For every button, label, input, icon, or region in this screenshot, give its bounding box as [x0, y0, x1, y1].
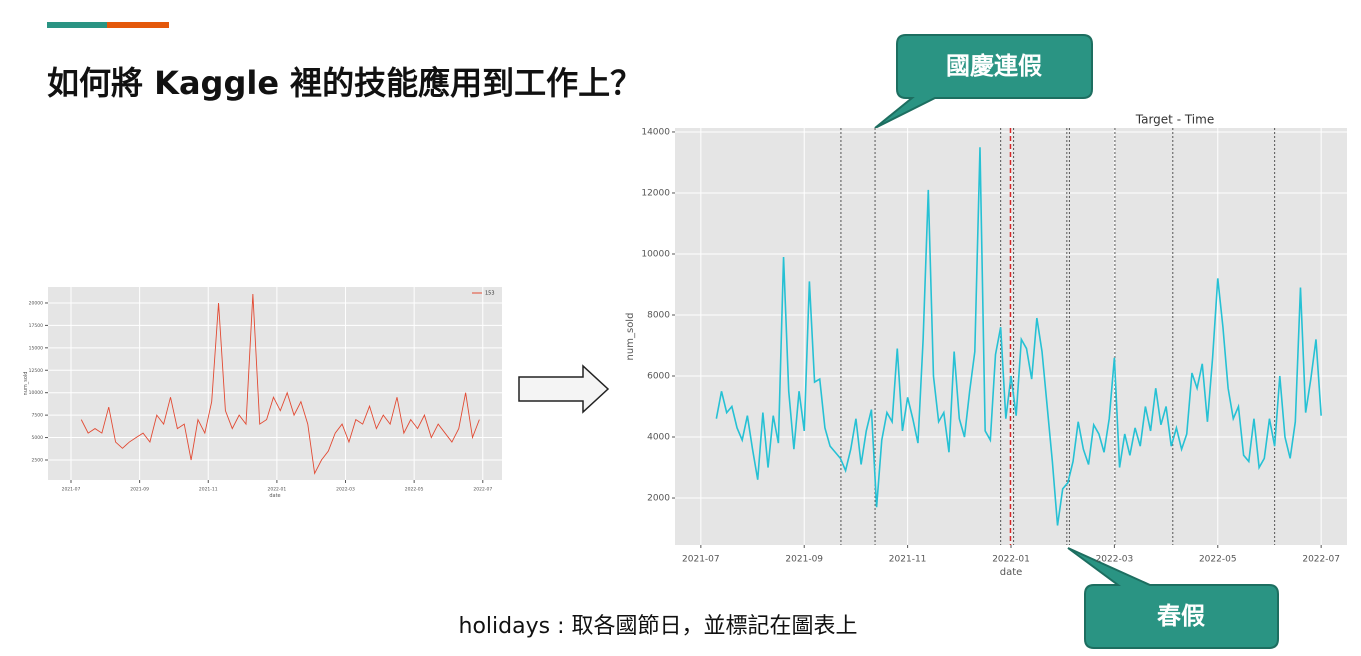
callout [1067, 547, 1279, 649]
y-tick-label: 12000 [641, 188, 670, 198]
callout [874, 34, 1093, 129]
y-tick-label: 8000 [647, 310, 670, 320]
y-tick-label: 15000 [29, 345, 43, 351]
caption: holidays : 取各國節日，並標記在圖表上 [459, 614, 858, 639]
slide-title: 如何將 Kaggle 裡的技能應用到工作上？ [47, 64, 642, 102]
data-line [715, 147, 1322, 526]
accent-bar [107, 22, 169, 28]
callout-label: 春假 [1157, 602, 1205, 630]
x-tick-label: 2021-11 [199, 487, 218, 493]
x-tick-label: 2021-09 [130, 487, 149, 493]
y-tick-label: 10000 [29, 390, 43, 396]
plot-area [48, 287, 502, 480]
x-tick-label: 2021-09 [785, 555, 823, 565]
y-axis-label: num_sold [625, 313, 636, 361]
chart-title: Target - Time [1135, 113, 1214, 127]
data-line [80, 293, 480, 475]
arrow [518, 364, 610, 414]
x-tick-label: 2022-01 [992, 555, 1030, 565]
y-tick-label: 17500 [29, 323, 43, 329]
x-tick-label: 2022-07 [473, 487, 492, 493]
callout-label: 國慶連假 [946, 52, 1042, 80]
x-tick-label: 2022-05 [405, 487, 424, 493]
legend-label: 153 [485, 291, 495, 297]
x-axis-label: date [1000, 567, 1023, 578]
x-tick-label: 2021-07 [62, 487, 81, 493]
y-tick-label: 7500 [32, 413, 44, 419]
y-tick-label: 14000 [641, 127, 670, 137]
y-tick-label: 10000 [641, 249, 670, 259]
x-tick-label: 2022-07 [1302, 555, 1340, 565]
y-tick-label: 2000 [647, 494, 670, 504]
y-tick-label: 2500 [32, 457, 44, 463]
y-axis-label: num_sold [23, 372, 29, 396]
y-tick-label: 4000 [647, 433, 670, 443]
y-tick-label: 6000 [647, 372, 670, 382]
y-tick-label: 5000 [32, 435, 44, 441]
x-tick-label: 2022-03 [1096, 555, 1134, 565]
x-tick-label: 2021-07 [682, 555, 720, 565]
x-tick-label: 2022-03 [336, 487, 355, 493]
x-tick-label: 2021-11 [889, 555, 927, 565]
accent-bar [47, 22, 107, 28]
x-tick-label: 2022-05 [1199, 555, 1237, 565]
x-axis-label: date [269, 493, 280, 499]
x-tick-label: 2022-01 [267, 487, 286, 493]
y-tick-label: 12500 [29, 368, 43, 374]
y-tick-label: 20000 [29, 300, 43, 306]
